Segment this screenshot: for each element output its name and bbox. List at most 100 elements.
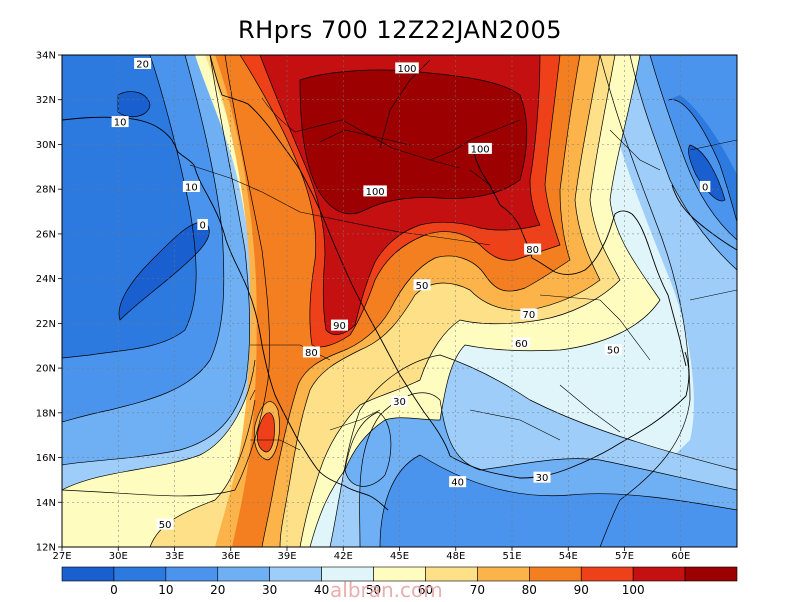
contour-label: 50: [604, 344, 622, 357]
lat-tick-label: 30N: [36, 140, 56, 151]
contour-label: 50: [413, 279, 431, 292]
contour-label: 80: [524, 243, 542, 256]
colorbar-label: 30: [262, 583, 277, 597]
contour-label: 0: [699, 180, 711, 193]
lon-tick-label: 57E: [615, 551, 634, 562]
lat-tick-label: 14N: [36, 498, 56, 509]
contour-label: 30: [391, 395, 408, 408]
contour-label-text: 70: [523, 310, 536, 321]
colorbar-swatch: [684, 566, 738, 582]
colorbar-label: 90: [574, 583, 589, 597]
lat-tick-label: 26N: [36, 229, 56, 240]
contour-label-text: 100: [471, 144, 490, 155]
contour-label-bg: [468, 142, 492, 154]
contour-label-text: 30: [393, 397, 406, 408]
contour-label: 100: [468, 142, 492, 155]
contour-label-bg: [533, 471, 551, 483]
colorbar-swatch: [61, 566, 115, 582]
contour-label-bg: [331, 319, 348, 331]
map-title: RHprs 700 12Z22JAN2005: [237, 16, 563, 44]
colorbar-label: 100: [622, 583, 645, 597]
contour-label-bg: [699, 180, 711, 192]
lon-tick-label: 51E: [502, 551, 521, 562]
contour-label-bg: [197, 218, 208, 230]
lat-tick-label: 32N: [36, 95, 56, 106]
contour-label-text: 10: [185, 182, 198, 193]
contour-label-text: 100: [397, 64, 416, 75]
lat-lon-grid: [62, 55, 737, 547]
colorbar-label: 10: [158, 583, 173, 597]
contour-label-bg: [363, 185, 387, 197]
colorbar-swatch: [632, 566, 686, 582]
colorbar-swatch: [529, 566, 582, 582]
contour-label: 60: [512, 337, 530, 350]
colorbar-label: 60: [418, 583, 433, 597]
contour-label-text: 100: [366, 187, 385, 198]
contour-label: 0: [197, 218, 208, 231]
contour-label-text: 40: [451, 478, 464, 489]
contour-label: 100: [395, 62, 419, 75]
colorbar-swatch: [165, 566, 219, 582]
lon-tick-label: 27E: [52, 551, 71, 562]
colorbar-label: 0: [110, 583, 118, 597]
contour-label-bg: [512, 337, 530, 349]
colorbar-label: 70: [470, 583, 485, 597]
contour-label-bg: [395, 62, 419, 74]
lon-tick-label: 33E: [165, 551, 184, 562]
contour-label-bg: [524, 243, 542, 255]
lon-tick-label: 39E: [277, 551, 296, 562]
lon-tick-label: 45E: [390, 551, 409, 562]
lat-tick-label: 34N: [36, 51, 56, 62]
lat-tick-label: 22N: [36, 319, 56, 330]
contour-lines: [62, 55, 737, 547]
contour-label-bg: [302, 346, 320, 358]
colorbar: 0 10 20 30 40 50 60 70 80 90 100: [61, 566, 738, 597]
lat-tick-label: 20N: [36, 364, 56, 375]
colorbar-label: 80: [522, 583, 537, 597]
colorbar-swatch: [113, 566, 167, 582]
contour-label-bg: [604, 344, 622, 356]
contour-label-text: 50: [607, 346, 620, 357]
contour-label-text: 50: [416, 281, 429, 292]
coastlines: [62, 55, 737, 511]
colorbar-swatch: [269, 566, 322, 582]
contour-label: 10: [182, 180, 200, 193]
contour-label: 30: [533, 471, 551, 484]
colorbar-swatch: [477, 566, 530, 582]
colorbar-label: 20: [210, 583, 225, 597]
watermark-text: albran.com: [330, 578, 443, 602]
lon-tick-label: 54E: [559, 551, 578, 562]
contour-label-bg: [391, 395, 408, 407]
contour-label-text: 80: [526, 245, 539, 256]
colorbar-swatch: [580, 566, 634, 582]
colorbar-swatch: [217, 566, 270, 582]
lat-tick-label: 28N: [36, 185, 56, 196]
contour-label: 90: [331, 319, 348, 332]
lon-tick-label: 48E: [446, 551, 465, 562]
contour-label-bg: [520, 308, 538, 320]
contour-label-text: 50: [159, 520, 172, 531]
contour-label-bg: [449, 476, 467, 488]
contour-label-bg: [111, 116, 129, 128]
contour-label: 40: [449, 476, 467, 489]
contour-label-text: 30: [536, 473, 549, 484]
country-borders: [189, 59, 737, 451]
contour-label-text: 60: [515, 339, 528, 350]
lat-tick-label: 24N: [36, 274, 56, 285]
contour-label-text: 0: [702, 182, 708, 193]
lon-tick-label: 42E: [334, 551, 353, 562]
contour-label: 10: [111, 116, 129, 129]
contour-label: 50: [156, 518, 174, 531]
lat-tick-label: 12N: [36, 543, 56, 554]
contour-label-text: 90: [333, 321, 346, 332]
lon-tick-label: 36E: [221, 551, 240, 562]
lat-tick-label: 18N: [36, 408, 56, 419]
contour-label-bg: [182, 180, 200, 192]
contour-label: 100: [363, 185, 387, 198]
contour-label-text: 20: [136, 59, 149, 70]
contour-label-bg: [134, 57, 152, 69]
contour-label: 80: [302, 346, 320, 359]
